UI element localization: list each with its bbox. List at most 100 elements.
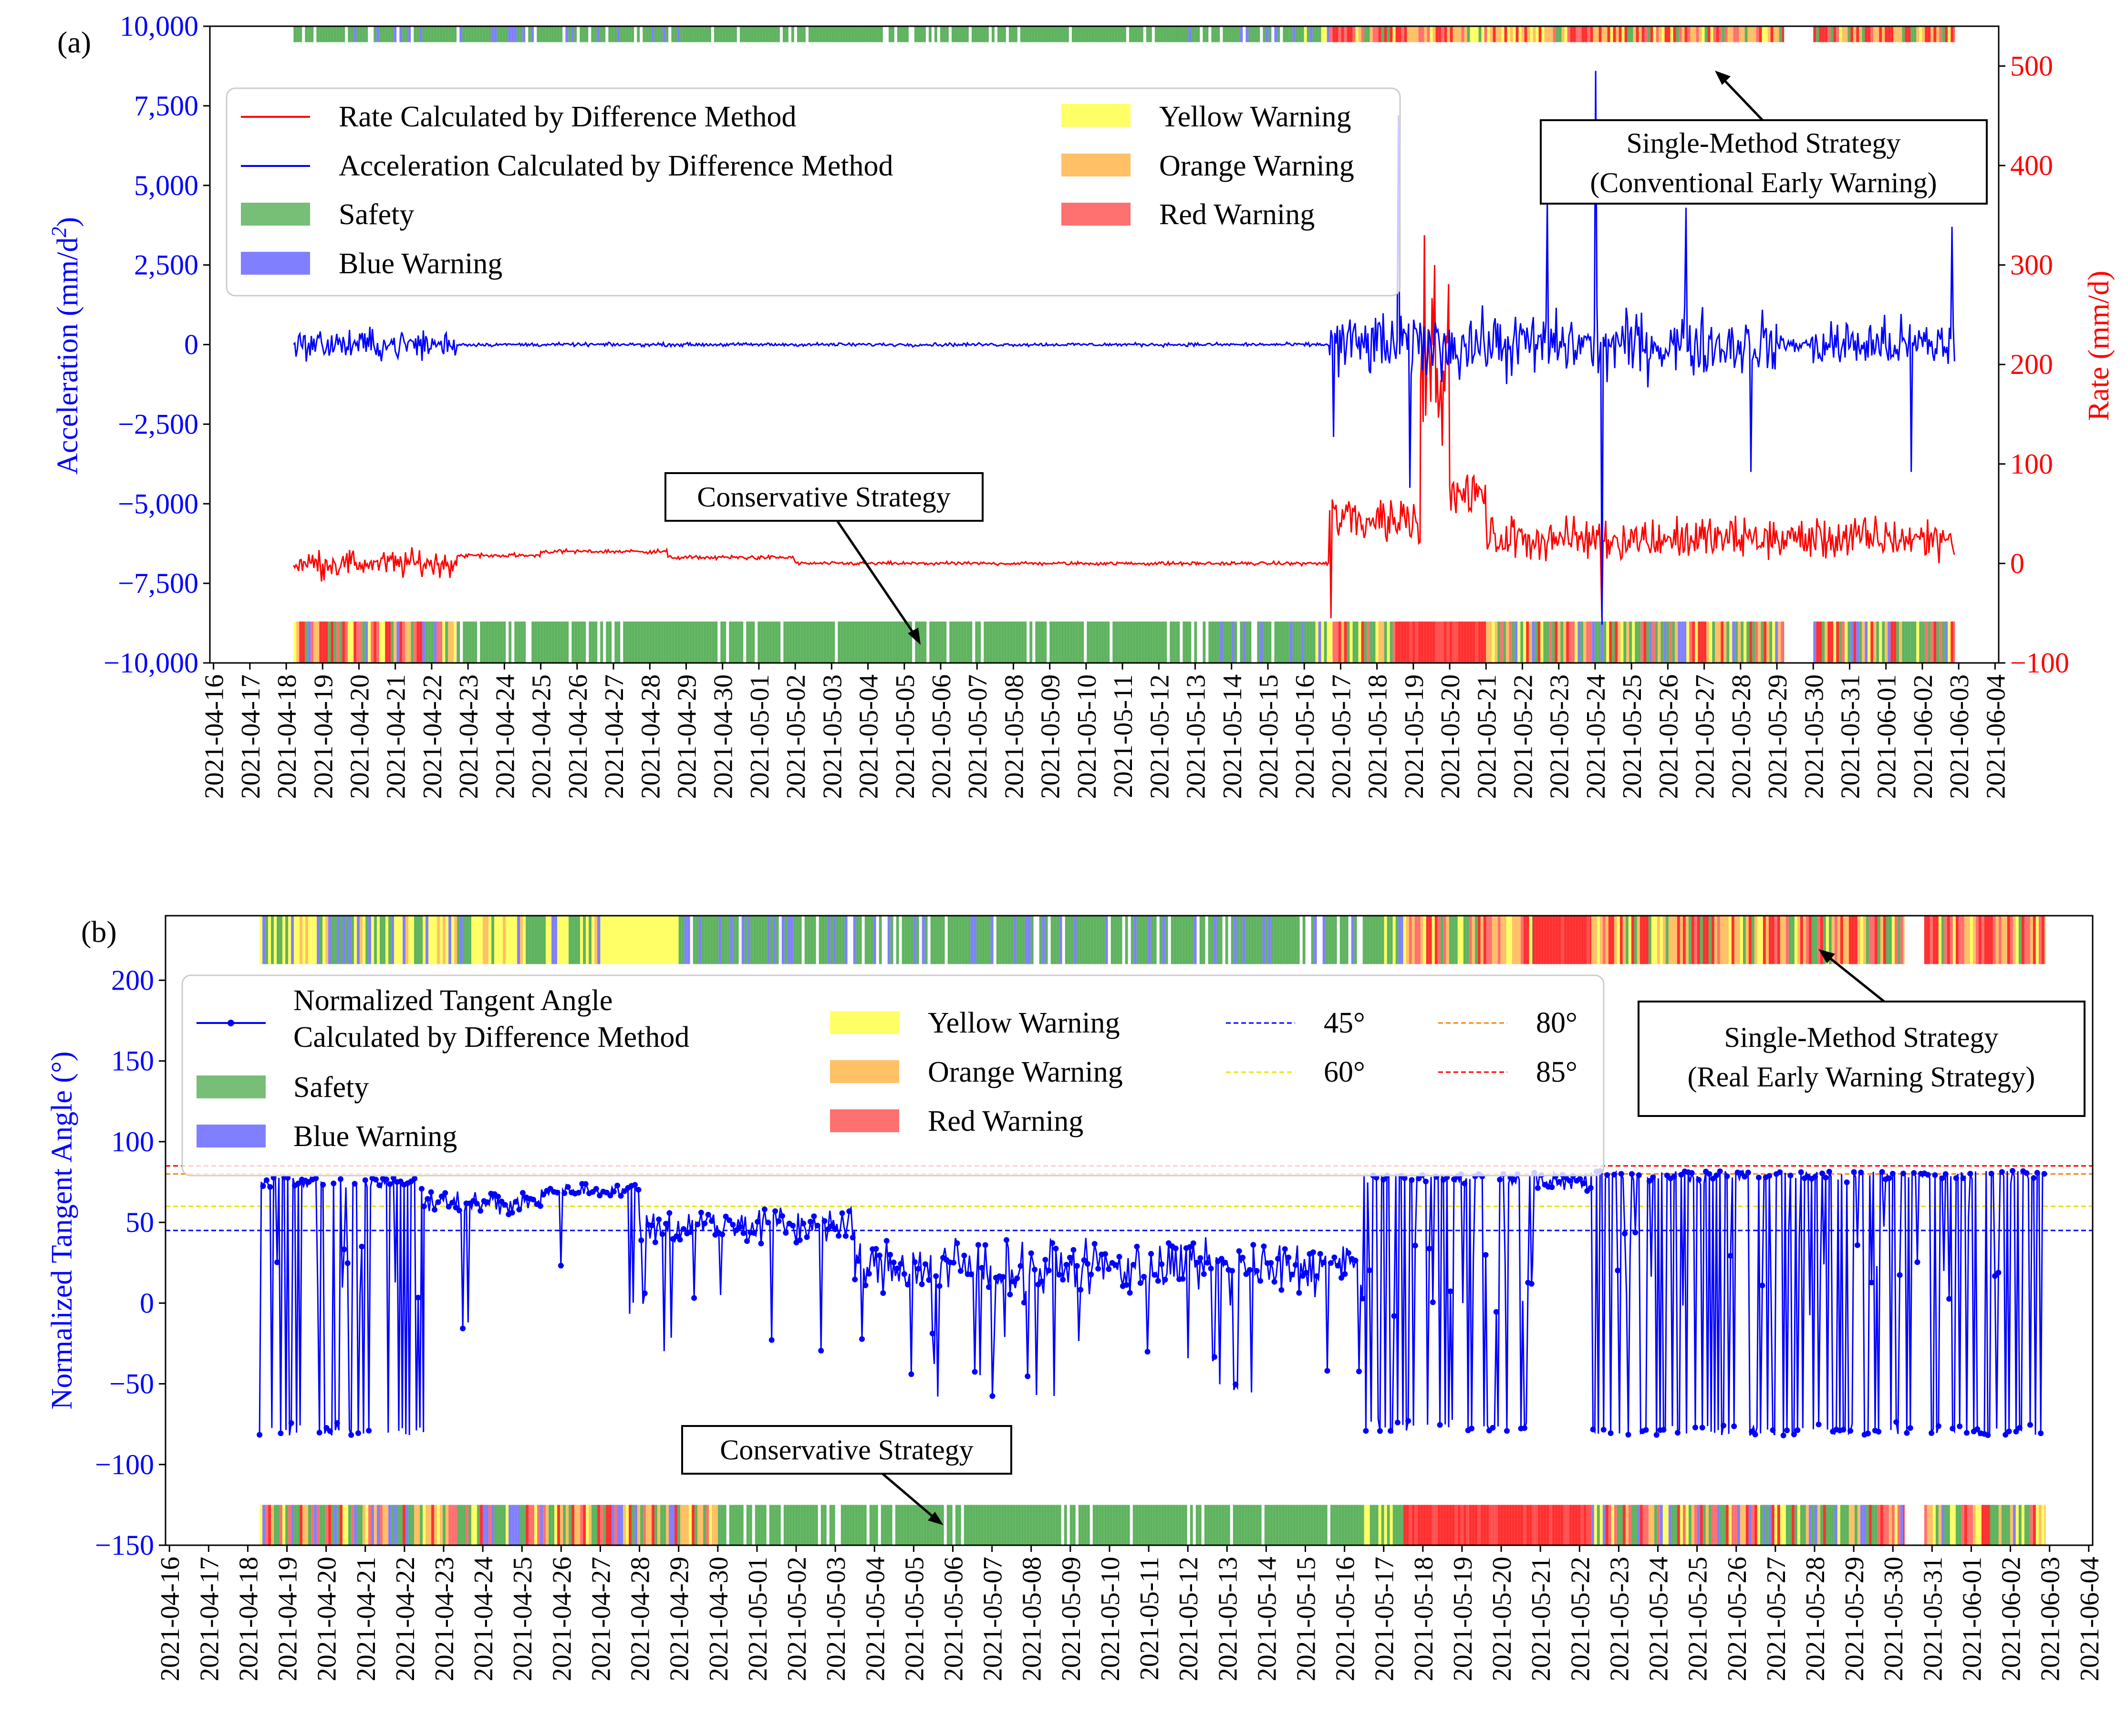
warning-band-cell [460,621,463,663]
warning-band-cell [1234,621,1237,663]
warning-band-cell [729,621,732,663]
warning-band-cell [1166,26,1169,42]
x-tick-label: 2021-04-23 [454,674,484,799]
warning-band-cell [1185,26,1189,42]
tangent-angle-point [876,1252,882,1259]
warning-band-cell [755,621,758,663]
warning-band-cell [1816,26,1819,42]
warning-band-cell [397,1505,400,1545]
warning-band-cell [898,621,901,663]
warning-band-cell [1930,621,1934,663]
warning-band-cell [1214,916,1217,964]
warning-band-cell [859,916,862,964]
warning-band-cell [334,1505,337,1545]
warning-band-cell [1678,621,1681,663]
warning-band-cell [1857,916,1860,964]
b-legend-85-label: 85° [1536,1056,1577,1088]
b-warning-band-top [259,916,2046,964]
warning-band-cell [901,621,904,663]
warning-band-cell [1964,1505,1967,1545]
warning-band-cell [737,26,740,42]
tangent-angle-point [260,1183,266,1189]
warning-band-cell [2044,916,2046,964]
warning-band-cell [551,26,554,42]
warning-band-cell [1311,916,1314,964]
tangent-angle-point [1416,1176,1422,1181]
warning-band-cell [1406,916,1409,964]
warning-band-cell [1387,1505,1390,1545]
warning-band-cell [1295,26,1298,42]
tangent-angle-point [652,1239,658,1245]
warning-band-cell [1466,621,1470,663]
warning-band-cell [557,621,560,663]
warning-band-cell [1606,621,1609,663]
warning-band-cell [1498,26,1502,42]
warning-band-cell [1437,1505,1441,1545]
warning-band-cell [368,26,371,42]
warning-band-cell [1141,1505,1144,1545]
tangent-angle-point [257,1432,263,1438]
warning-band-cell [1893,26,1897,42]
warning-band-cell [1282,916,1286,964]
warning-band-cell [1745,916,1749,964]
warning-band-cell [574,621,578,663]
tangent-angle-point [373,1177,379,1183]
warning-band-cell [1193,916,1197,964]
x-tick-label: 2021-04-29 [672,674,702,799]
warning-band-cell [1115,621,1119,663]
warning-band-cell [1332,621,1336,663]
warning-band-cell [782,26,786,42]
warning-band-cell [351,621,354,663]
a-warning-band-bottom [293,621,1955,663]
warning-band-cell [437,1505,440,1545]
warning-band-cell [1356,1505,1359,1545]
warning-band-cell [1560,1505,1564,1545]
warning-band-cell [626,1505,629,1545]
warning-band-cell [566,1505,569,1545]
warning-band-cell [727,916,730,964]
warning-band-cell [623,621,626,663]
warning-band-cell [882,916,885,964]
warning-band-cell [368,916,372,964]
tangent-angle-point [908,1371,914,1377]
tangent-angle-point [1629,1171,1635,1177]
warning-band-cell [961,1505,964,1545]
warning-band-cell [697,621,701,663]
warning-band-cell [614,26,617,42]
warning-band-cell [1375,26,1379,42]
warning-band-cell [746,621,749,663]
warning-band-cell [293,26,297,42]
warning-band-cell [1527,26,1530,42]
warning-band-cell [1667,26,1670,42]
warning-band-cell [1140,26,1143,42]
warning-band-cell [1509,916,1512,964]
warning-band-cell [494,621,498,663]
warning-band-cell [904,916,908,964]
warning-band-cell [1503,621,1506,663]
warning-band-cell [839,916,842,964]
warning-band-cell [1632,621,1635,663]
warning-band-cell [1587,916,1590,964]
warning-band-cell [1364,916,1367,964]
warning-band-cell [365,916,369,964]
warning-band-cell [942,916,945,964]
warning-band-cell [1659,26,1662,42]
warning-band-cell [568,26,571,42]
warning-band-cell [818,1505,821,1545]
warning-band-cell [1286,621,1289,663]
warning-band-cell [1722,1505,1726,1545]
b-legend-45-label: 45° [1324,1007,1365,1039]
warning-band-cell [1569,916,1573,964]
warning-band-cell [1188,26,1192,42]
b-legend-blue-swatch [197,1125,266,1147]
tangent-angle-point [1587,1185,1594,1191]
warning-band-cell [861,916,865,964]
x-tick-label: 2021-04-25 [508,1557,538,1681]
warning-band-cell [728,26,731,42]
a-annotation-bottom-label: Conservative Strategy [697,481,951,513]
warning-band-cell [1890,26,1894,42]
warning-band-cell [285,916,289,964]
warning-band-cell [1006,26,1009,42]
warning-band-cell [875,621,878,663]
warning-band-cell [1615,621,1618,663]
